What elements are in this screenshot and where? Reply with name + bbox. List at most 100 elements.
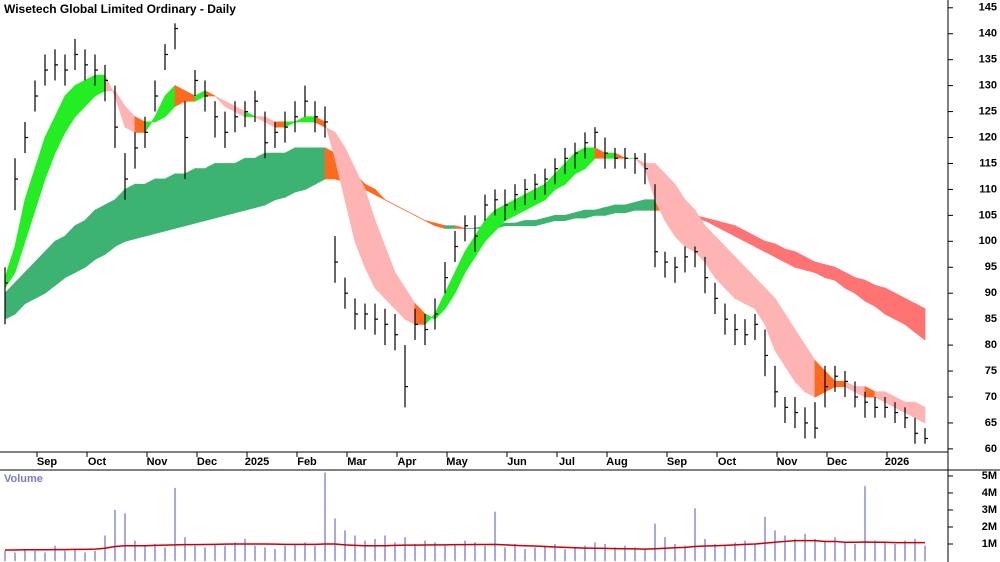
ribbon-segment [894,292,906,325]
ribbon-segment [834,381,846,388]
volume-bar [834,537,836,561]
y-tick-label: 125 [979,105,997,117]
ribbon-segment [164,173,176,232]
volume-bar [504,547,506,561]
volume-bar [654,523,656,561]
x-tick-label: 2026 [885,456,909,468]
volume-bar [254,545,256,561]
y-tick-label: 65 [985,417,997,429]
volume-bar [904,540,906,561]
x-tick-label: Apr [398,456,418,468]
ribbon-segment [554,214,566,221]
ribbon-segment [234,157,246,214]
volume-bar [244,538,246,561]
volume-bar [334,518,336,561]
ribbon-segment [374,188,386,201]
volume-bar [524,549,526,561]
volume-bar [24,549,26,561]
volume-bar [14,552,16,561]
ribbon-segment [614,204,626,214]
volume-bar [474,542,476,561]
volume-bar [634,547,636,561]
volume-bar [144,545,146,561]
y-tick-label: 110 [979,183,997,195]
volume-title: Volume [4,473,43,485]
volume-bar [164,547,166,561]
volume-bar [604,543,606,561]
volume-bar [744,540,746,561]
ribbon-segment [914,401,926,424]
x-tick-label: Jul [559,456,575,468]
y-tick-label: 5M [982,470,997,482]
volume-bar [754,543,756,561]
volume-bar [694,508,696,561]
ribbon-segment [144,178,156,237]
volume-bar [154,543,156,561]
y-tick-label: 75 [985,365,997,377]
ribbon-segment [104,199,116,256]
volume-bar [234,542,236,561]
volume-bar [564,549,566,561]
ribbon-segment [244,157,256,211]
y-tick-label: 3M [982,504,997,516]
volume-bar [464,540,466,561]
volume-bar [804,533,806,561]
x-tick-label: May [446,456,468,468]
ribbon-segment [54,235,66,287]
volume-bar [554,543,556,561]
ribbon-segment [94,204,106,261]
volume-bar [544,545,546,561]
ribbon-segment [84,209,96,269]
y-tick-label: 115 [979,157,997,169]
volume-bar [734,542,736,561]
volume-bar [874,540,876,561]
volume-bar [624,545,626,561]
volume-bar [644,549,646,561]
chart-title: Wisetech Global Limited Ordinary - Daily [4,2,236,16]
ribbon-segment [124,183,136,242]
y-tick-label: 60 [985,443,997,455]
y-tick-label: 130 [979,80,997,92]
y-tick-label: 95 [985,261,997,273]
x-tick-label: Mar [347,456,367,468]
volume-bar [784,535,786,561]
volume-bar [194,545,196,561]
x-tick-label: Nov [147,456,169,468]
volume-bar [274,549,276,561]
y-tick-label: 145 [979,2,997,14]
volume-bar [394,542,396,561]
volume-bar [584,545,586,561]
volume-bar [714,543,716,561]
volume-bar [614,547,616,561]
volume-bar [494,511,496,561]
volume-bar [514,543,516,561]
x-tick-label: Sep [37,456,57,468]
ribbon-segment [204,162,216,222]
ribbon-segment [254,152,266,209]
volume-bar [34,550,36,561]
ribbon-segment [454,225,466,229]
volume-bar [4,550,6,561]
volume-bar [924,545,926,561]
volume-bar [174,487,176,561]
ribbon-segment [114,188,126,248]
y-tick-label: 140 [979,28,997,40]
y-tick-label: 1M [982,538,997,550]
x-tick-label: Jun [507,456,527,468]
ribbon-segment [134,183,146,240]
volume-bar [574,547,576,561]
y-tick-label: 4M [982,487,997,499]
volume-bar [774,530,776,561]
plot-area [4,23,928,561]
x-tick-label: 2025 [245,456,269,468]
y-tick-label: 90 [985,287,997,299]
volume-bar [44,552,46,561]
volume-bar [224,545,226,561]
volume-bar [344,530,346,561]
volume-bar [214,543,216,561]
volume-bar [824,540,826,561]
ribbon-segment [304,147,316,191]
volume-bar [794,538,796,561]
